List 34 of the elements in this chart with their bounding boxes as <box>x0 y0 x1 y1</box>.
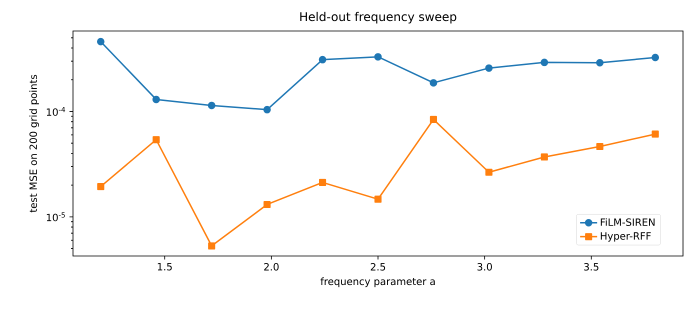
x-tick-label: 2.0 <box>264 263 279 271</box>
point <box>485 64 493 72</box>
point <box>540 58 548 66</box>
point <box>208 102 216 110</box>
point <box>152 96 160 104</box>
legend-label: FiLM-SIREN <box>600 218 655 226</box>
point <box>485 168 492 176</box>
point <box>596 58 604 66</box>
x-tick-label: 2.5 <box>370 263 386 271</box>
point <box>374 196 382 203</box>
chart-title: Held-out frequency sweep <box>300 12 456 24</box>
point <box>96 38 104 46</box>
x-axis-title: frequency parameter a <box>320 277 435 288</box>
point <box>374 53 382 61</box>
point <box>540 153 548 161</box>
point <box>430 116 438 123</box>
y-tick-label: 10$^{-5}$ <box>46 212 65 222</box>
y-tick-label: 10$^{-4}$ <box>46 107 66 116</box>
x-tick-label: 3.5 <box>584 263 598 271</box>
point <box>596 142 604 150</box>
point <box>652 130 659 138</box>
x-tick-label: 3.0 <box>477 263 492 271</box>
point <box>430 79 438 87</box>
point <box>264 200 271 208</box>
point <box>263 106 271 114</box>
point <box>319 178 326 186</box>
x-tick-label: 1.5 <box>158 263 172 270</box>
legend-label: Hyper-RFF <box>600 232 651 242</box>
point <box>208 242 216 250</box>
point <box>652 54 660 62</box>
point <box>152 136 160 144</box>
point <box>318 56 326 64</box>
point <box>97 182 104 190</box>
y-axis-title: test MSE on 200 grid points <box>29 74 39 212</box>
